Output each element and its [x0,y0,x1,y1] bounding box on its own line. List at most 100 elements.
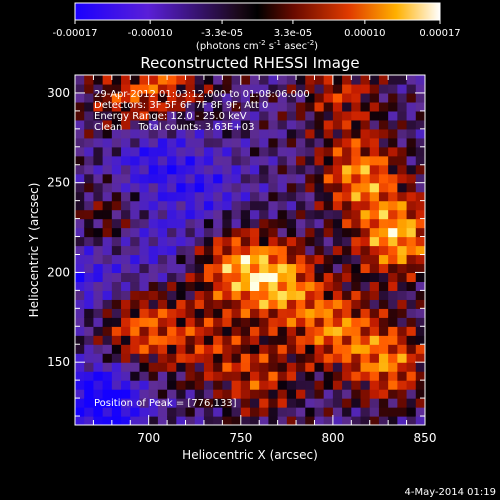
heatmap-cell [139,371,150,381]
heatmap-cell [167,137,177,148]
heatmap-cell [93,281,104,291]
heatmap-cell [314,227,325,238]
heatmap-cell [93,227,104,238]
heatmap-cell [102,398,113,408]
heatmap-cell [305,254,316,265]
heatmap-cell [167,209,177,220]
heatmap-cell [369,335,380,345]
heatmap-cell [121,227,131,238]
heatmap-cell [185,227,196,238]
heatmap-cell [139,191,150,202]
heatmap-cell [148,344,159,354]
heatmap-cell [415,317,425,327]
heatmap-cell [231,362,242,372]
heatmap-cell [203,416,214,425]
heatmap-cell [222,245,233,256]
heatmap-cell [231,299,242,309]
heatmap-cell [222,209,233,220]
heatmap-cell [240,137,251,148]
heatmap-cell [102,389,113,399]
heatmap-cell [314,371,325,381]
heatmap-cell [305,236,316,247]
heatmap-cell [185,254,196,265]
heatmap-cell [351,281,362,291]
heatmap-cell [240,75,251,85]
heatmap-cell [213,398,223,408]
heatmap-cell [93,326,104,336]
heatmap-cell [415,92,425,103]
heatmap-cell [93,83,104,94]
heatmap-cell [222,398,233,408]
heatmap-cell [240,389,251,399]
heatmap-cell [268,335,279,345]
heatmap-cell [286,344,297,354]
heatmap-cell [314,281,325,291]
heatmap-cell [213,245,223,256]
heatmap-cell [93,380,104,390]
heatmap-cell [75,335,85,345]
heatmap-cell [378,326,389,336]
heatmap-cell [415,299,425,309]
heatmap-cell [268,281,279,291]
heatmap-cell [157,407,168,417]
heatmap-cell [130,245,141,256]
heatmap-cell [342,362,352,372]
heatmap-cell [93,75,104,85]
heatmap-cell [378,137,389,148]
heatmap-cell [222,299,233,309]
heatmap-cell [406,110,417,121]
heatmap-cell [268,83,279,94]
heatmap-cell [314,209,325,220]
heatmap-cell [213,83,223,94]
heatmap-cell [351,308,362,318]
heatmap-cell [296,299,306,309]
heatmap-cell [231,281,242,291]
heatmap-cell [231,119,242,130]
heatmap-cell [360,290,371,300]
heatmap-cell [148,290,159,300]
heatmap-cell [250,416,260,425]
heatmap-cell [342,308,352,318]
heatmap-cell [323,191,334,202]
heatmap-cell [93,218,104,229]
heatmap-cell [342,173,352,184]
heatmap-cell [314,317,325,327]
heatmap-cell [139,146,150,157]
heatmap-cell [194,317,205,327]
heatmap-cell [360,218,371,229]
heatmap-cell [139,407,150,417]
heatmap-cell [378,335,389,345]
heatmap-cell [111,182,122,193]
heatmap-cell [360,317,371,327]
heatmap-cell [415,281,425,291]
heatmap-cell [121,164,131,175]
heatmap-cell [75,398,85,408]
heatmap-cell [268,200,279,211]
heatmap-cell [250,119,260,130]
heatmap-cell [332,227,343,238]
heatmap-cell [185,119,196,130]
heatmap-cell [222,362,233,372]
heatmap-cell [268,182,279,193]
heatmap-cell [415,146,425,157]
heatmap-cell [406,191,417,202]
heatmap-cell [222,173,233,184]
heatmap-cell [213,344,223,354]
heatmap-cell [167,272,177,283]
heatmap-cell [369,299,380,309]
heatmap-cell [314,353,325,363]
heatmap-cell [84,128,95,139]
heatmap-cell [286,137,297,148]
heatmap-cell [286,299,297,309]
heatmap-cell [286,362,297,372]
heatmap-cell [194,371,205,381]
heatmap-cell [388,290,398,300]
heatmap-cell [259,326,270,336]
heatmap-cell [406,236,417,247]
heatmap-cell [351,398,362,408]
heatmap-cell [397,299,408,309]
heatmap-cell [296,344,306,354]
heatmap-cell [139,110,150,121]
heatmap-cell [342,137,352,148]
heatmap-cell [250,101,260,112]
